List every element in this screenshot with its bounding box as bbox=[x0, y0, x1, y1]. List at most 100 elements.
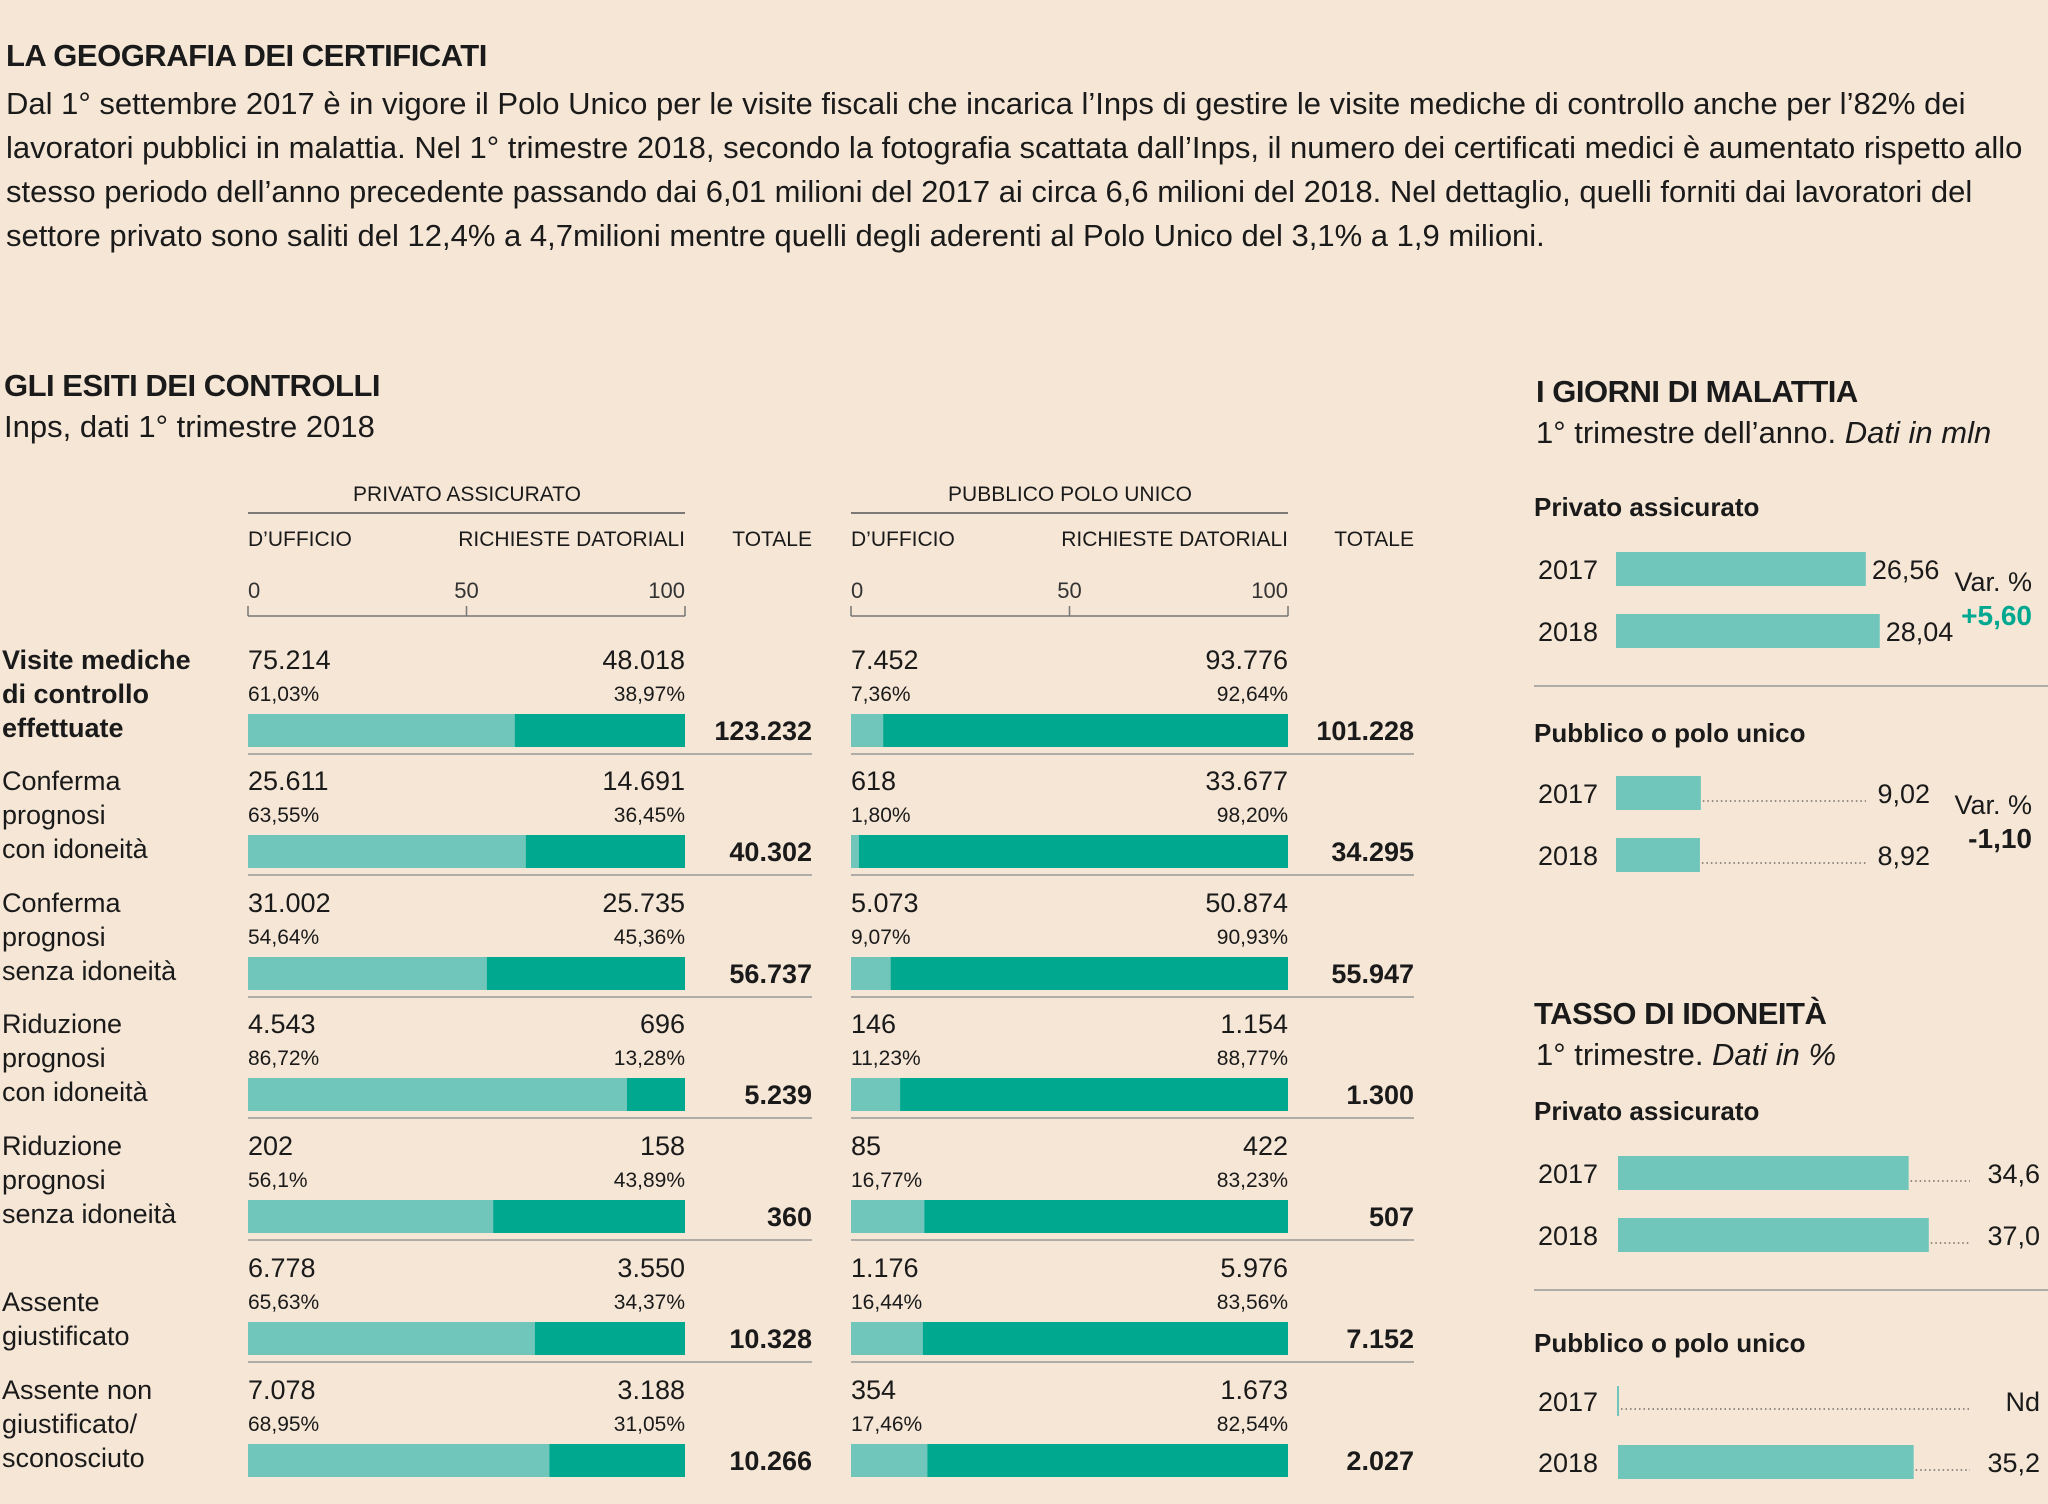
pct-datoriali: 83,56% bbox=[1217, 1291, 1288, 1314]
row-label: prognosi bbox=[2, 922, 106, 952]
intro-text: Dal 1° settembre 2017 è in vigore il Pol… bbox=[6, 86, 2023, 253]
value-ufficio: 85 bbox=[851, 1131, 881, 1161]
value-ufficio: 4.543 bbox=[248, 1009, 316, 1039]
row-label: Riduzione bbox=[2, 1131, 122, 1161]
pct-datoriali: 36,45% bbox=[614, 804, 685, 827]
axis-tick-label: 100 bbox=[648, 578, 685, 603]
bar-datoriali bbox=[626, 1078, 685, 1111]
row-label: Assente bbox=[2, 1287, 100, 1317]
pct-ufficio: 54,64% bbox=[248, 926, 319, 949]
pct-ufficio: 68,95% bbox=[248, 1413, 319, 1436]
value-ufficio: 618 bbox=[851, 766, 896, 796]
row-label: con idoneità bbox=[2, 834, 149, 864]
bar-ufficio bbox=[851, 957, 891, 990]
bar-datoriali bbox=[486, 957, 685, 990]
value-ufficio: 5.073 bbox=[851, 888, 919, 918]
row-label: giustificato bbox=[2, 1321, 130, 1351]
row-label: giustificato/ bbox=[2, 1409, 138, 1439]
row-label: effettuate bbox=[2, 713, 124, 743]
bar-value-label: Nd bbox=[2005, 1387, 2040, 1417]
sickdays-title: I GIORNI DI MALATTIA bbox=[1536, 374, 1858, 409]
header: LA GEOGRAFIA DEI CERTIFICATI Dal 1° sett… bbox=[6, 38, 2042, 258]
bar bbox=[1618, 1156, 1909, 1190]
year-label: 2018 bbox=[1538, 617, 1598, 647]
bar bbox=[1616, 614, 1880, 648]
bar-datoriali bbox=[927, 1444, 1288, 1477]
page-title: LA GEOGRAFIA DEI CERTIFICATI bbox=[6, 38, 487, 73]
row-label: prognosi bbox=[2, 800, 106, 830]
group-title: PUBBLICO POLO UNICO bbox=[948, 483, 1192, 506]
value-totale: 34.295 bbox=[1331, 837, 1414, 867]
year-label: 2017 bbox=[1538, 779, 1598, 809]
pct-ufficio: 86,72% bbox=[248, 1047, 319, 1070]
bar bbox=[1616, 776, 1701, 810]
value-totale: 56.737 bbox=[729, 959, 812, 989]
controls-title: GLI ESITI DEI CONTROLLI bbox=[4, 368, 381, 403]
value-ufficio: 1.176 bbox=[851, 1253, 919, 1283]
pct-datoriali: 98,20% bbox=[1217, 804, 1288, 827]
bar-datoriali bbox=[890, 957, 1288, 990]
subheader-datoriali: RICHIESTE DATORIALI bbox=[458, 528, 685, 551]
controls-subtitle: Inps, dati 1° trimestre 2018 bbox=[4, 409, 375, 444]
pct-datoriali: 82,54% bbox=[1217, 1413, 1288, 1436]
bar-ufficio bbox=[248, 835, 526, 868]
axis-tick-label: 100 bbox=[1251, 578, 1288, 603]
axis-tick-label: 50 bbox=[454, 578, 478, 603]
pct-ufficio: 17,46% bbox=[851, 1413, 922, 1436]
axis-tick-label: 50 bbox=[1057, 578, 1081, 603]
bar-value-label: 9,02 bbox=[1877, 779, 1930, 809]
pct-datoriali: 83,23% bbox=[1217, 1169, 1288, 1192]
bar-value-label: 34,6 bbox=[1987, 1159, 2040, 1189]
bar-ufficio bbox=[851, 1444, 928, 1477]
row-label: sconosciuto bbox=[2, 1443, 145, 1473]
axis-tick-label: 0 bbox=[248, 578, 260, 603]
pct-ufficio: 11,23% bbox=[851, 1047, 921, 1070]
bar-datoriali bbox=[924, 1200, 1288, 1233]
fitness-subtitle: 1° trimestre. Dati in % bbox=[1536, 1037, 1836, 1073]
value-datoriali: 158 bbox=[640, 1131, 685, 1161]
bar-datoriali bbox=[514, 714, 685, 747]
axis-tick-label: 0 bbox=[851, 578, 863, 603]
value-datoriali: 1.673 bbox=[1220, 1375, 1288, 1405]
variation-value: +5,60 bbox=[1961, 600, 2032, 631]
row-label: con idoneità bbox=[2, 1077, 149, 1107]
subheader-totale: TOTALE bbox=[732, 528, 812, 551]
row-label: di controllo bbox=[2, 679, 149, 709]
value-totale: 10.328 bbox=[729, 1324, 812, 1354]
bar-datoriali bbox=[900, 1078, 1288, 1111]
variation-label: Var. % bbox=[1954, 567, 2032, 597]
value-datoriali: 48.018 bbox=[602, 645, 685, 675]
bar-value-label: 26,56 bbox=[1872, 555, 1940, 585]
bar-value-label: 37,0 bbox=[1987, 1221, 2040, 1251]
group-title: PRIVATO ASSICURATO bbox=[353, 483, 581, 506]
pct-datoriali: 92,64% bbox=[1217, 683, 1288, 706]
value-ufficio: 31.002 bbox=[248, 888, 331, 918]
bar-ufficio bbox=[851, 1078, 901, 1111]
bar-datoriali bbox=[493, 1200, 685, 1233]
row-label: Conferma bbox=[2, 888, 122, 918]
value-totale: 101.228 bbox=[1316, 716, 1414, 746]
bar-datoriali bbox=[922, 1322, 1288, 1355]
row-label: prognosi bbox=[2, 1165, 106, 1195]
value-ufficio: 75.214 bbox=[248, 645, 331, 675]
bar-ufficio bbox=[851, 1200, 925, 1233]
sickdays-subtitle-italic: Dati in mln bbox=[1844, 415, 1992, 450]
value-datoriali: 93.776 bbox=[1205, 645, 1288, 675]
subheader-ufficio: D’UFFICIO bbox=[851, 528, 955, 551]
value-totale: 123.232 bbox=[714, 716, 812, 746]
value-datoriali: 422 bbox=[1243, 1131, 1288, 1161]
bar bbox=[1618, 1218, 1929, 1252]
bar-ufficio bbox=[851, 835, 859, 868]
block-title: Pubblico o polo unico bbox=[1534, 1328, 1806, 1358]
value-ufficio: 146 bbox=[851, 1009, 896, 1039]
value-datoriali: 14.691 bbox=[602, 766, 685, 796]
pct-datoriali: 38,97% bbox=[614, 683, 685, 706]
variation-value: -1,10 bbox=[1968, 823, 2032, 854]
row-label: Riduzione bbox=[2, 1009, 122, 1039]
variation-label: Var. % bbox=[1954, 790, 2032, 820]
row-label: Visite mediche bbox=[2, 645, 191, 675]
pct-ufficio: 63,55% bbox=[248, 804, 319, 827]
value-ufficio: 6.778 bbox=[248, 1253, 316, 1283]
fitness-subtitle-italic: Dati in % bbox=[1712, 1037, 1837, 1072]
